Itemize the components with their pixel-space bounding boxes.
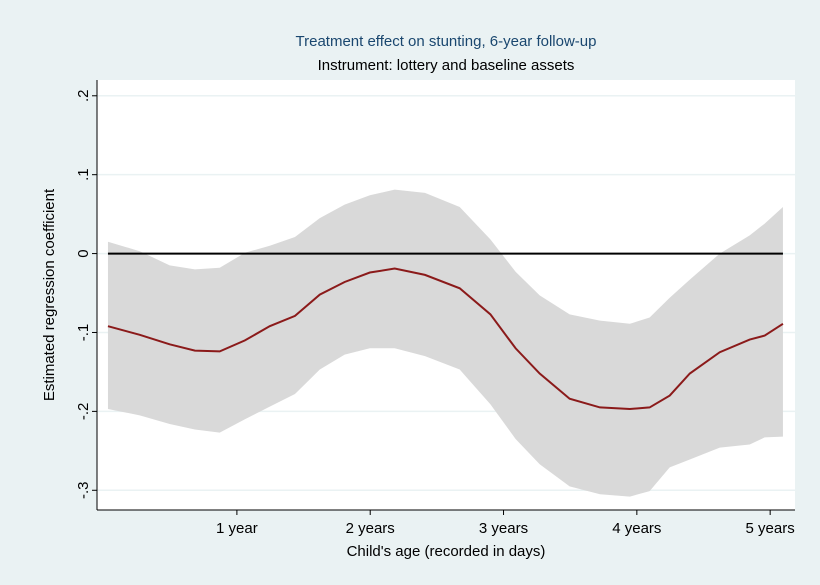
y-tick-label: -.3 bbox=[75, 482, 92, 500]
y-tick-label: -.2 bbox=[75, 403, 92, 421]
x-tick-label: 3 years bbox=[479, 520, 528, 537]
chart-subtitle: Instrument: lottery and baseline assets bbox=[318, 57, 575, 74]
x-tick-label: 2 years bbox=[346, 520, 395, 537]
y-tick-label: 0 bbox=[75, 249, 92, 257]
x-tick-label: 1 year bbox=[216, 520, 258, 537]
x-tick-label: 5 years bbox=[746, 520, 795, 537]
y-tick-label: -.1 bbox=[75, 324, 92, 342]
x-axis-title: Child's age (recorded in days) bbox=[347, 543, 546, 560]
line bbox=[107, 267, 784, 411]
y-axis-title: Estimated regression coefficient bbox=[41, 188, 58, 401]
y-tick-label: .1 bbox=[75, 168, 92, 181]
confidence-band bbox=[107, 189, 783, 497]
y-tick-label: .2 bbox=[75, 90, 92, 103]
chart-title: Treatment effect on stunting, 6-year fol… bbox=[296, 33, 597, 50]
x-tick-label: 4 years bbox=[612, 520, 661, 537]
